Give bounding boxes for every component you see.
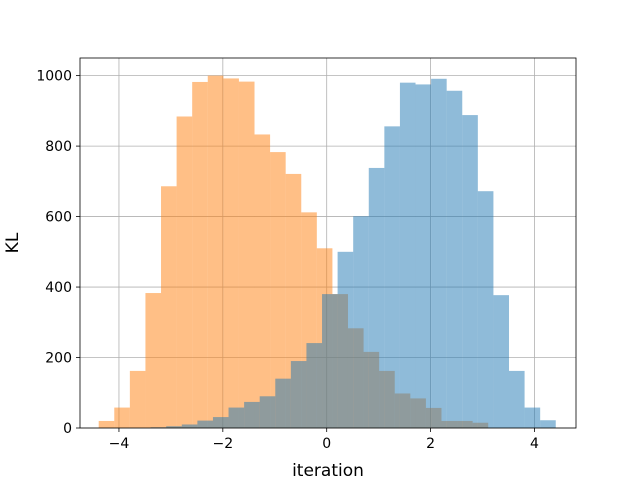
histogram-bar xyxy=(192,81,208,428)
histogram-bar xyxy=(399,82,416,429)
histogram-bar xyxy=(176,116,193,428)
histogram-bar xyxy=(161,186,177,428)
histogram-bar xyxy=(244,401,260,428)
histogram-bar xyxy=(238,81,255,428)
histogram-bar xyxy=(477,191,494,428)
histogram-bar xyxy=(181,424,198,428)
x-tick-label: 0 xyxy=(322,436,331,452)
histogram-bar xyxy=(540,420,556,428)
y-tick-label: 1000 xyxy=(36,69,72,85)
histogram-bar xyxy=(353,216,369,428)
histogram-bar xyxy=(337,251,354,428)
histogram-bar xyxy=(254,134,271,428)
y-tick-label: 600 xyxy=(45,210,72,226)
histogram-bar xyxy=(197,420,213,428)
histogram-bar xyxy=(275,378,291,428)
x-axis-ticks: −4 −2 0 2 4 xyxy=(109,428,539,452)
histogram-bar xyxy=(509,370,525,428)
histogram-bar xyxy=(166,426,182,428)
histogram-bar xyxy=(129,370,146,428)
histogram-bar xyxy=(322,294,338,428)
x-tick-label: 4 xyxy=(530,436,539,452)
histogram-bar xyxy=(306,343,323,428)
y-tick-label: 400 xyxy=(45,280,72,296)
histogram-bar xyxy=(228,407,245,428)
histogram-bar xyxy=(259,396,276,428)
histogram-bar xyxy=(368,167,385,428)
histogram-bar xyxy=(415,84,432,428)
histogram-bar xyxy=(524,407,541,428)
histogram-bar xyxy=(212,417,229,428)
histogram-bar xyxy=(145,293,162,428)
y-tick-label: 0 xyxy=(63,421,72,437)
plot-frame xyxy=(79,57,577,429)
histogram-bar xyxy=(207,75,224,428)
y-axis-ticks: 0 200 400 600 800 1000 xyxy=(36,69,80,437)
histogram-bar xyxy=(384,126,400,428)
histogram-bars xyxy=(98,75,556,429)
histogram-bar xyxy=(431,78,447,429)
histogram-series-2 xyxy=(150,78,556,429)
x-tick-label: −4 xyxy=(109,436,130,452)
histogram-bar xyxy=(446,90,463,429)
x-axis-label: iteration xyxy=(292,461,364,480)
histogram-bar xyxy=(270,152,286,429)
y-tick-label: 200 xyxy=(45,351,72,367)
histogram-bar xyxy=(98,420,115,428)
histogram-bar xyxy=(223,78,239,428)
histogram-bar xyxy=(493,295,510,428)
x-tick-label: −2 xyxy=(213,436,234,452)
histogram-bar xyxy=(462,115,478,428)
y-axis-label: KL xyxy=(3,232,23,253)
histogram-bar xyxy=(114,407,130,428)
y-tick-label: 800 xyxy=(45,139,72,155)
histogram-bar xyxy=(290,361,307,428)
x-tick-label: 2 xyxy=(426,436,435,452)
